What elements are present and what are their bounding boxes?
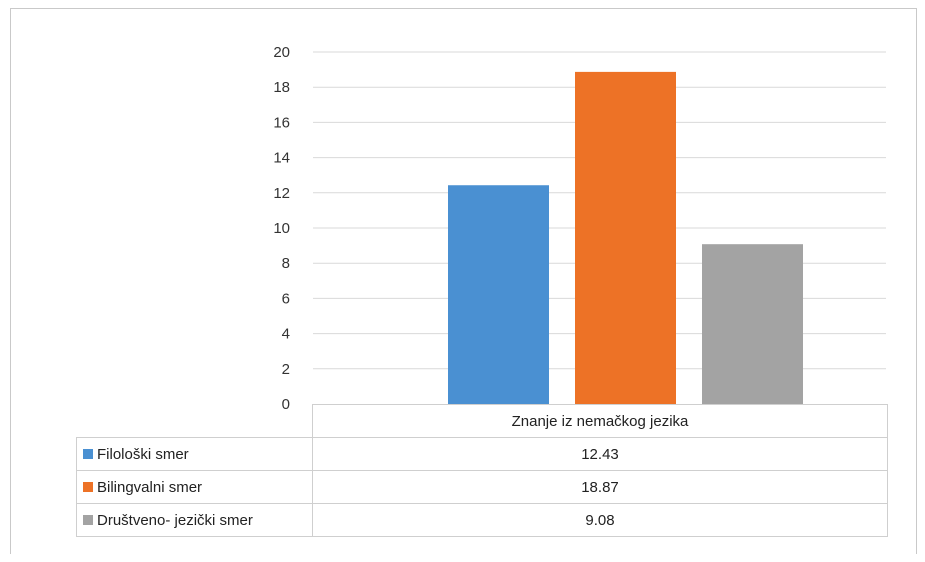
series-label-filoloski: Filološki smer — [76, 437, 313, 471]
series-value: 18.87 — [312, 470, 888, 504]
table-row: Društveno- jezički smer 9.08 — [76, 503, 888, 537]
chart-frame — [10, 8, 917, 554]
y-tick-label: 2 — [282, 361, 290, 378]
bar-0 — [448, 185, 549, 404]
series-name: Društveno- jezički smer — [97, 511, 253, 529]
series-label-bilingvalni: Bilingvalni smer — [76, 470, 313, 504]
y-tick-label: 10 — [273, 220, 290, 237]
y-tick-label: 20 — [273, 44, 290, 61]
table-row: Filološki smer 12.43 — [76, 437, 888, 471]
bar-1 — [575, 71, 676, 404]
legend-swatch-blue — [83, 448, 93, 459]
table-row: Bilingvalni smer 18.87 — [76, 470, 888, 504]
bars — [448, 71, 803, 404]
series-name: Filološki smer — [97, 445, 189, 463]
y-tick-label: 18 — [273, 79, 290, 96]
series-name: Bilingvalni smer — [97, 478, 203, 496]
series-value: 12.43 — [312, 437, 888, 471]
y-tick-label: 6 — [282, 290, 290, 307]
y-tick-label: 8 — [282, 255, 290, 272]
y-tick-label: 4 — [282, 326, 290, 343]
series-value: 9.08 — [312, 503, 888, 537]
data-table: Znanje iz nemačkog jezika Filološki smer… — [76, 404, 888, 537]
table-header-row: Znanje iz nemačkog jezika — [76, 404, 888, 438]
y-tick-label: 12 — [273, 185, 290, 202]
y-tick-label: 16 — [273, 114, 290, 131]
category-label: Znanje iz nemačkog jezika — [312, 404, 888, 438]
y-tick-label: 14 — [273, 150, 290, 167]
legend-swatch-gray — [83, 514, 93, 525]
table-corner — [76, 404, 313, 438]
bar-2 — [702, 244, 803, 404]
series-label-drustveno: Društveno- jezički smer — [76, 503, 313, 537]
legend-swatch-orange — [83, 481, 93, 492]
